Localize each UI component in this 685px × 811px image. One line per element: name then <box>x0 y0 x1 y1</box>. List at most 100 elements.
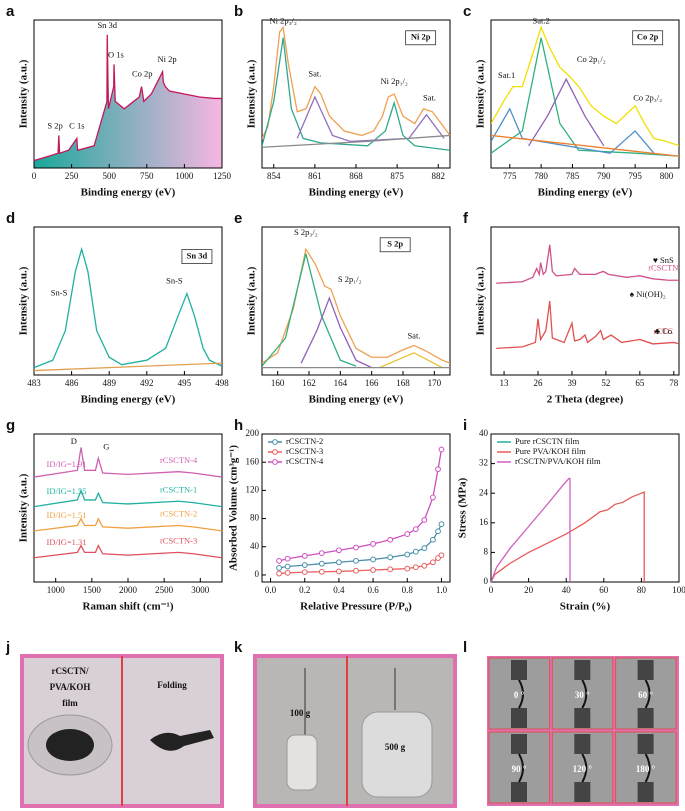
plot-frame <box>261 226 451 376</box>
x-tick-label: 0.6 <box>367 585 379 595</box>
series-label: rCSCTN <box>648 262 678 272</box>
angle-label: 180 ° <box>636 764 656 774</box>
x-tick-label: 168 <box>396 378 410 388</box>
box-label: S 2p <box>387 239 403 249</box>
series-line <box>296 95 445 143</box>
x-tick-label: 20 <box>524 585 534 595</box>
series-line <box>496 244 679 284</box>
x-tick-label: 854 <box>267 171 281 181</box>
x-tick-label: 861 <box>308 171 322 181</box>
x-axis-label: Binding energy (eV) <box>81 187 176 199</box>
clamp <box>637 782 654 802</box>
plot-frame <box>261 433 451 583</box>
legend-marker <box>272 449 278 455</box>
film-strip <box>518 753 524 783</box>
series-line <box>528 77 605 147</box>
series-line <box>34 544 222 559</box>
series-line <box>491 491 645 582</box>
annotation: Sat.1 <box>498 70 515 80</box>
film-strip <box>581 753 588 783</box>
point <box>353 544 359 551</box>
annotation: ID/IG=1.55 <box>47 486 87 496</box>
point <box>336 547 342 554</box>
point <box>353 567 359 574</box>
annotation: Co 2p₃/₂ <box>633 92 662 102</box>
clamp <box>637 660 654 680</box>
label-box <box>632 30 664 46</box>
x-tick-label: 882 <box>432 171 446 181</box>
point <box>336 568 342 575</box>
y-tick-label: 24 <box>479 487 489 497</box>
series-line <box>262 253 357 367</box>
x-axis-label: Relative Pressure (P/P₀) <box>300 601 412 613</box>
chart: 483 486 489 492 495 498 Binding energy (eV) Int… <box>18 226 229 406</box>
chart: 160 162 164 166 168 170 Binding energy (eV) Int… <box>246 226 451 406</box>
x-tick-label: 800 <box>660 171 674 181</box>
x-tick-label: 52 <box>601 378 610 388</box>
series-line <box>34 447 222 478</box>
x-tick-label: 868 <box>349 171 363 181</box>
y-axis-label: Intensity (a.u.) <box>475 59 487 128</box>
x-tick-label: 790 <box>597 171 611 181</box>
x-axis-label: Binding energy (eV) <box>538 187 633 199</box>
clamp <box>511 734 527 754</box>
point <box>370 556 376 563</box>
y-tick-label: 16 <box>479 517 489 527</box>
x-tick-label: 60 <box>599 585 609 595</box>
x-axis-label: 2 Theta (degree) <box>547 394 624 406</box>
x-tick-label: 65 <box>635 378 645 388</box>
point <box>412 564 419 571</box>
point <box>387 554 394 561</box>
y-tick-label: 0 <box>484 576 489 586</box>
series-label: rCSCTN-2 <box>160 509 197 519</box>
x-tick-label: 492 <box>140 378 154 388</box>
panel-label: a <box>6 3 15 20</box>
x-tick-label: 1000 <box>175 171 194 181</box>
legend-label: Pure PVA/KOH film <box>515 446 586 456</box>
annotation: Sat. <box>308 69 321 79</box>
point <box>301 569 308 576</box>
label-box <box>379 237 411 253</box>
x-tick-label: 0.0 <box>265 585 277 595</box>
x-tick-label: 1.0 <box>436 585 448 595</box>
bottle <box>361 711 433 798</box>
panel-label: g <box>6 417 15 434</box>
film-strip <box>581 679 588 709</box>
x-tick-label: 875 <box>390 171 404 181</box>
series-line <box>262 37 450 151</box>
point <box>276 570 282 577</box>
series-label: rCSCTN-3 <box>160 536 197 546</box>
angle-label: 30 ° <box>575 690 590 700</box>
x-tick-label: 498 <box>215 378 229 388</box>
point <box>318 560 325 567</box>
y-tick-label: 120 <box>246 484 260 494</box>
x-tick-label: 489 <box>102 378 116 388</box>
legend-label: rCSCTN-2 <box>286 436 323 446</box>
x-tick-label: 486 <box>65 378 79 388</box>
series-line <box>34 246 222 369</box>
annotation: Ni 2p₃/₂ <box>269 15 296 25</box>
point <box>370 567 376 573</box>
box-label: Ni 2p <box>411 32 431 42</box>
point <box>318 568 325 575</box>
x-tick-label: 483 <box>27 378 41 388</box>
panel-label: k <box>234 639 243 656</box>
angle-label: 60 ° <box>638 690 653 700</box>
panel-label: i <box>463 417 467 434</box>
y-axis-label: Intensity (a.u.) <box>246 266 258 335</box>
series-line <box>491 25 679 147</box>
series-line <box>496 300 679 350</box>
legend-label: rCSCTN/PVA/KOH film <box>515 456 601 466</box>
annotation: Ni 2p₁/₂ <box>380 76 407 86</box>
series-label: rCSCTN-1 <box>160 484 197 494</box>
x-tick-label: 1500 <box>83 585 102 595</box>
clamp <box>511 782 527 802</box>
y-axis-label: Intensity (a.u.) <box>246 59 258 128</box>
series-line <box>262 134 450 148</box>
point <box>412 548 419 555</box>
point <box>284 555 291 562</box>
x-tick-label: 164 <box>334 378 348 388</box>
x-axis-label: Strain (%) <box>560 601 611 613</box>
